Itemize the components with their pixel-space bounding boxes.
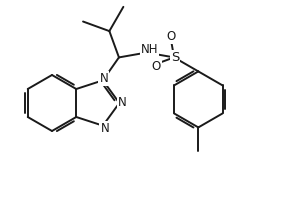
Text: N: N bbox=[100, 122, 109, 135]
Text: S: S bbox=[171, 51, 179, 64]
Text: O: O bbox=[151, 60, 160, 73]
Text: N: N bbox=[118, 97, 127, 109]
Text: N: N bbox=[99, 72, 108, 85]
Text: O: O bbox=[166, 30, 176, 43]
Text: NH: NH bbox=[141, 43, 158, 56]
